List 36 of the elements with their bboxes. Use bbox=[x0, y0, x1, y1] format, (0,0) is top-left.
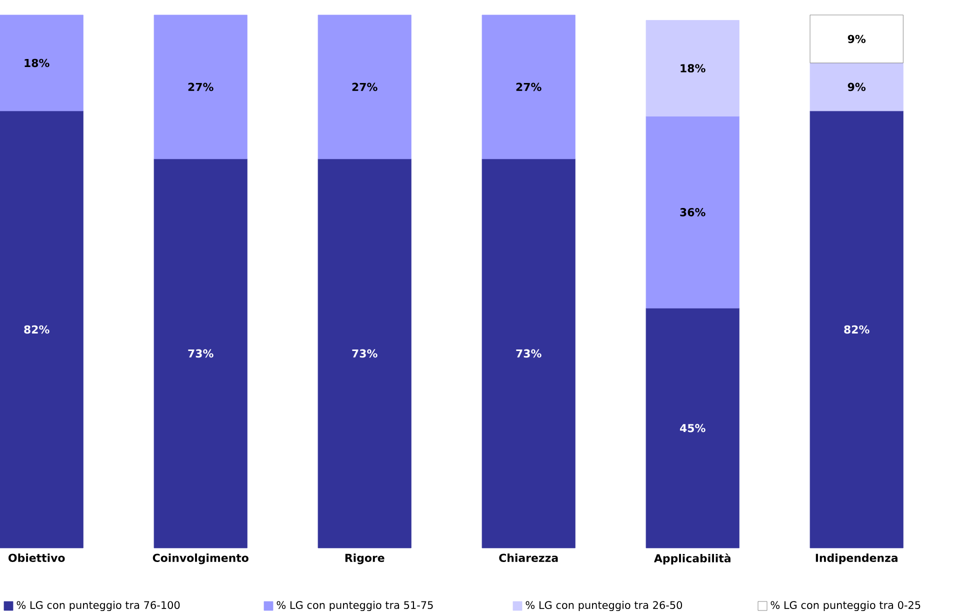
bar bbox=[646, 116, 740, 308]
bar bbox=[646, 308, 740, 548]
legend-label: % LG con punteggio tra 51-75 bbox=[276, 600, 433, 612]
x-tick-label: Obiettivo bbox=[8, 554, 65, 562]
bar bbox=[318, 14, 412, 160]
bar bbox=[482, 158, 576, 548]
legend-label: % LG con punteggio tra 26-50 bbox=[526, 600, 682, 612]
bar bbox=[154, 14, 248, 160]
data-label: 27% bbox=[352, 82, 378, 92]
bar bbox=[810, 14, 904, 64]
data-label: 45% bbox=[680, 424, 706, 432]
data-label: 27% bbox=[188, 82, 214, 92]
x-tick-label: Indipendenza bbox=[816, 554, 898, 564]
data-label: 73% bbox=[188, 349, 214, 358]
bar bbox=[646, 20, 740, 116]
data-label: 27% bbox=[516, 82, 542, 92]
data-label: 18% bbox=[680, 64, 706, 72]
x-tick-label: Coinvolgimento bbox=[152, 554, 248, 564]
bar bbox=[810, 110, 904, 548]
bar bbox=[318, 158, 412, 548]
data-label: 73% bbox=[516, 349, 542, 358]
x-tick-label: Rigore bbox=[345, 554, 384, 564]
x-tick-label: Chiarezza bbox=[499, 554, 558, 562]
data-label: 82% bbox=[24, 325, 50, 334]
legend-label: % LG con punteggio tra 76-100 bbox=[16, 600, 180, 612]
legend-label: % LG con punteggio tra 0-25 bbox=[770, 600, 920, 612]
bar bbox=[482, 14, 576, 160]
data-label: 36% bbox=[680, 208, 706, 216]
data-label: 9% bbox=[848, 82, 866, 92]
bar bbox=[154, 158, 248, 548]
data-label: 9% bbox=[848, 34, 866, 44]
data-label: 18% bbox=[24, 58, 50, 68]
data-label: 73% bbox=[352, 349, 378, 358]
bar bbox=[810, 62, 904, 112]
x-tick-label: Applicabilità bbox=[654, 554, 730, 565]
data-label: 82% bbox=[844, 325, 870, 334]
